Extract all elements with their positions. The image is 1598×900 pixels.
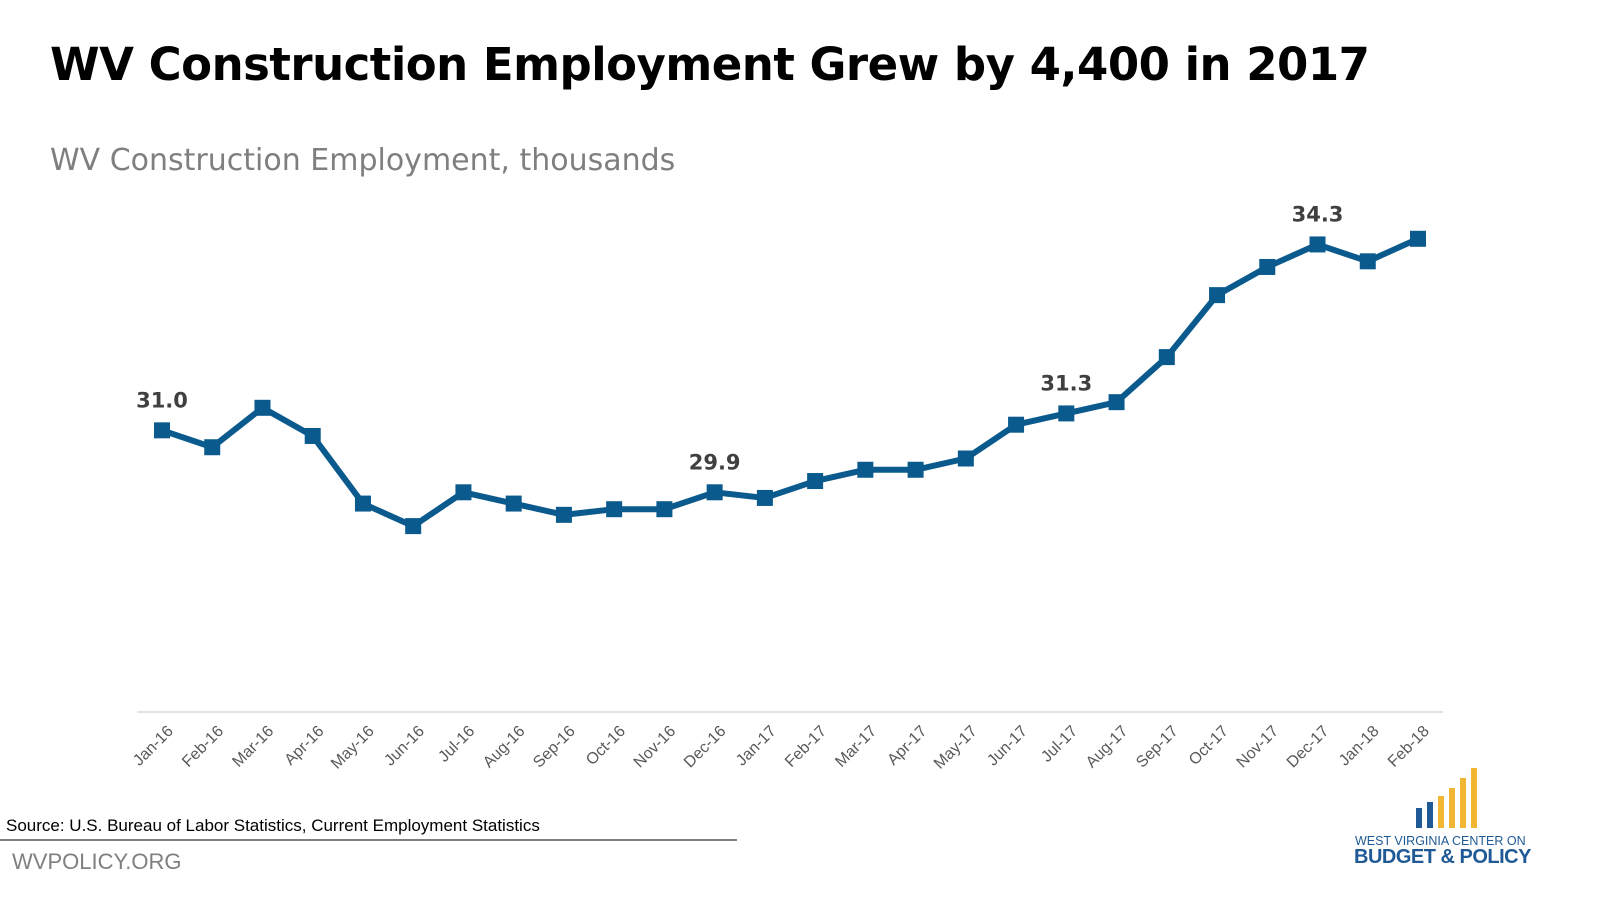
x-tick-label: Oct-17 xyxy=(1186,723,1232,769)
data-point-jan-18 xyxy=(1359,253,1376,270)
data-point-feb-18 xyxy=(1410,230,1426,247)
wvcbp-logo: WEST VIRGINIA CENTER ON BUDGET & POLICY xyxy=(1352,766,1542,876)
website-link[interactable]: WVPOLICY.ORG xyxy=(12,849,182,874)
x-tick-label: Jan-16 xyxy=(130,723,177,770)
series-line xyxy=(161,236,1420,530)
x-tick-label: Feb-18 xyxy=(1385,723,1433,771)
x-tick-label: Apr-17 xyxy=(884,723,930,769)
x-tick-label: Oct-16 xyxy=(583,723,629,769)
x-tick-label: Jun-17 xyxy=(984,723,1031,770)
x-tick-label: Sep-17 xyxy=(1133,723,1182,772)
data-point-feb-17 xyxy=(807,473,824,490)
x-tick-label: Nov-17 xyxy=(1234,723,1283,772)
x-tick-label: Apr-16 xyxy=(282,723,328,769)
bar-logo-icon xyxy=(1416,768,1477,828)
footer-divider xyxy=(0,839,737,841)
x-tick-label: Aug-16 xyxy=(480,723,529,772)
data-label: 34.3 xyxy=(1292,202,1344,226)
data-point-feb-16 xyxy=(204,439,221,456)
data-point-mar-16 xyxy=(254,399,271,416)
x-tick-label: Aug-17 xyxy=(1083,723,1132,772)
x-tick-label: Jan-18 xyxy=(1336,723,1383,770)
data-point-dec-16 xyxy=(706,484,723,501)
data-point-oct-16 xyxy=(606,501,623,518)
x-tick-label: Dec-17 xyxy=(1284,723,1333,772)
data-point-sep-17 xyxy=(1158,349,1175,366)
data-point-jun-16 xyxy=(405,518,422,535)
x-tick-label: Mar-17 xyxy=(832,723,880,771)
data-point-may-16 xyxy=(354,495,371,512)
x-tick-label: Nov-16 xyxy=(631,723,680,772)
x-tick-label: Feb-16 xyxy=(179,723,227,771)
x-tick-label: Dec-16 xyxy=(681,723,730,772)
data-point-oct-17 xyxy=(1209,287,1226,304)
source-note: Source: U.S. Bureau of Labor Statistics,… xyxy=(6,816,540,835)
logo-text-top: WEST VIRGINIA CENTER ON xyxy=(1355,834,1526,848)
data-point-apr-17 xyxy=(907,461,924,478)
data-label: 29.9 xyxy=(689,450,741,474)
x-tick-label: Jul-16 xyxy=(435,723,478,766)
x-tick-label: Feb-17 xyxy=(782,723,830,771)
data-point-aug-17 xyxy=(1108,394,1125,411)
data-point-nov-16 xyxy=(656,501,673,518)
data-point-dec-17 xyxy=(1309,236,1326,253)
data-point-aug-16 xyxy=(505,495,522,512)
data-point-jul-16 xyxy=(455,484,472,501)
data-label: 31.0 xyxy=(136,388,188,412)
chart-title: WV Construction Employment Grew by 4,400… xyxy=(50,38,1370,91)
data-point-nov-17 xyxy=(1259,258,1276,275)
x-tick-label: Sep-16 xyxy=(530,723,579,772)
x-tick-label: Jun-16 xyxy=(381,723,428,770)
x-tick-label: May-17 xyxy=(931,723,981,773)
data-label: 31.3 xyxy=(1040,371,1092,395)
data-point-mar-17 xyxy=(857,461,874,478)
data-point-jan-16 xyxy=(154,422,170,439)
x-tick-label: Jan-17 xyxy=(733,723,780,770)
data-point-jan-17 xyxy=(756,489,773,506)
logo-text-bottom: BUDGET & POLICY xyxy=(1354,846,1531,868)
data-point-may-17 xyxy=(957,450,974,467)
x-tick-label: Jul-17 xyxy=(1038,723,1081,766)
data-point-apr-16 xyxy=(304,427,321,444)
data-point-sep-16 xyxy=(555,506,572,523)
x-tick-label: May-16 xyxy=(328,723,378,773)
chart-subtitle: WV Construction Employment, thousands xyxy=(50,143,676,178)
x-tick-label: Mar-16 xyxy=(229,723,277,771)
data-point-jul-17 xyxy=(1058,405,1075,422)
data-point-jun-17 xyxy=(1008,416,1025,433)
